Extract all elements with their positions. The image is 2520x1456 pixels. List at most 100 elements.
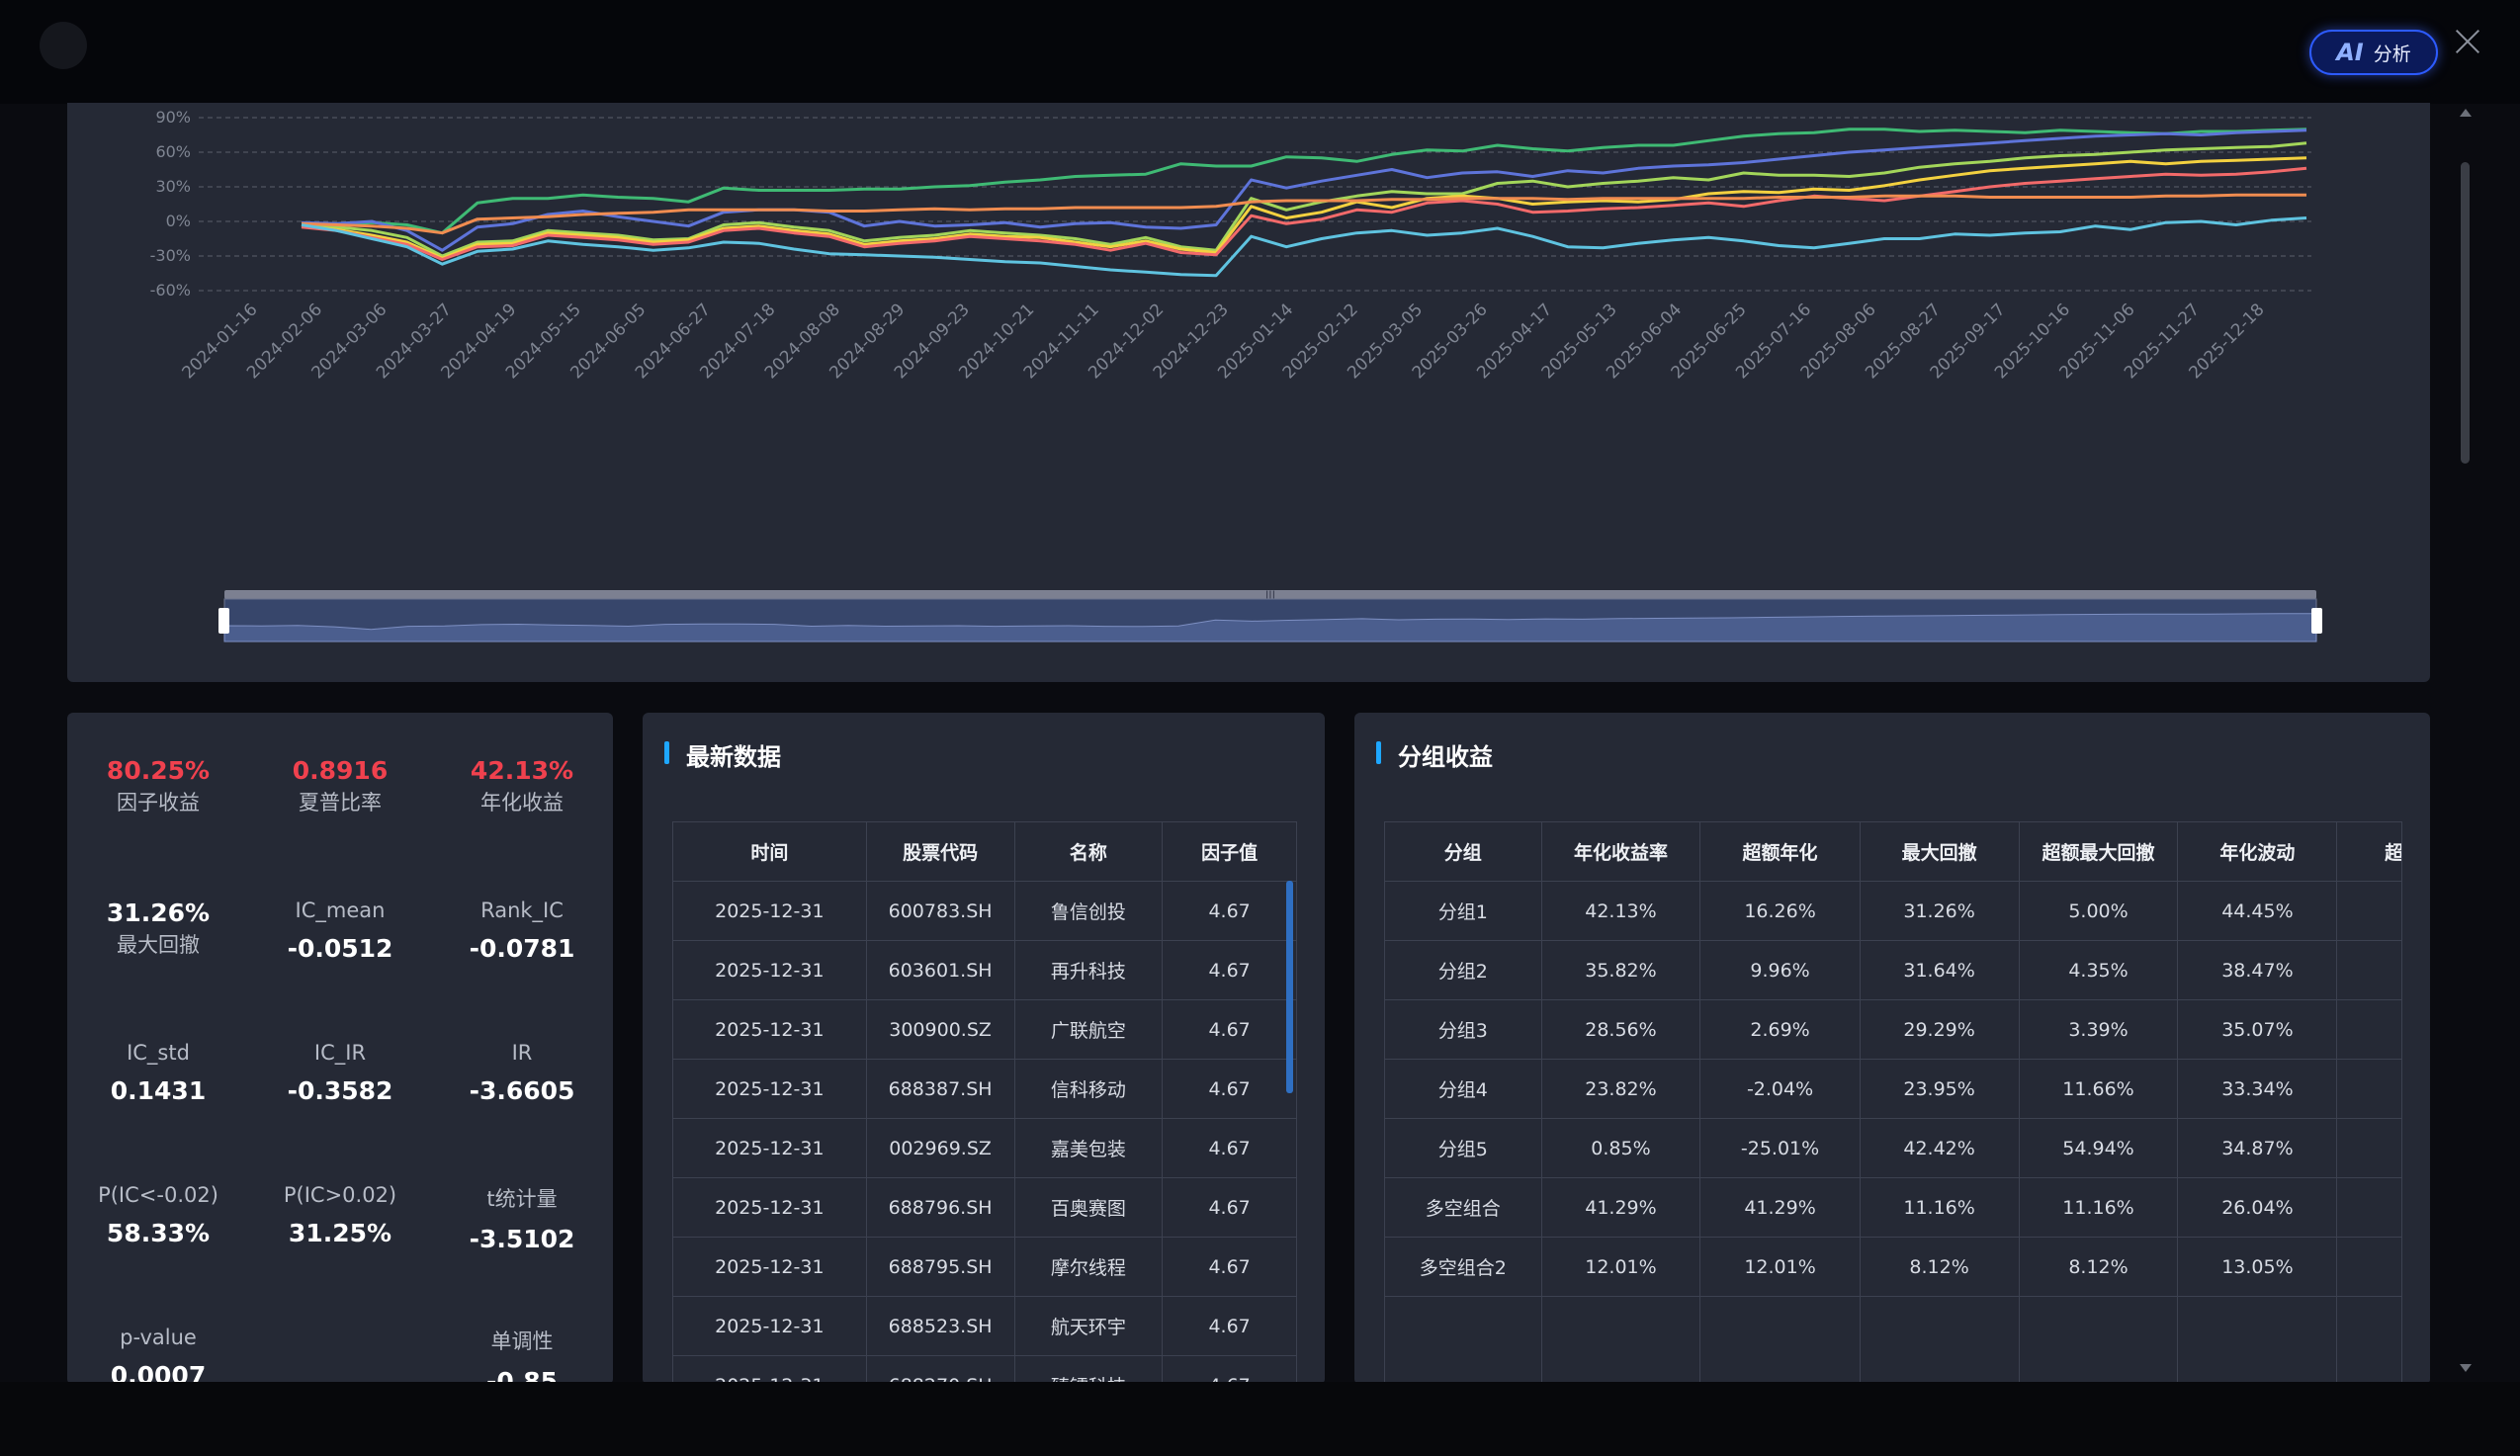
table-cell: 臻镭科技 — [1013, 1355, 1164, 1385]
table-row[interactable]: 2025-12-31688270.SH臻镭科技4.67 — [672, 1355, 1297, 1385]
table-cell: 分组2 — [1384, 940, 1542, 1000]
column-header: 年化收益率 — [1540, 821, 1701, 882]
table-cell: 5.00% — [2018, 881, 2179, 941]
group-returns-title: 分组收益 — [1376, 737, 1493, 772]
latest-data-panel: 最新数据 时间 股票代码 名称 因子值 2025-12-31 600783.SH 鲁信创投… — [643, 713, 1325, 1385]
column-header: 年化波动 — [2177, 821, 2338, 882]
table-cell: 603601.SH — [865, 940, 1015, 1000]
metric-value: -0.3582 — [287, 1076, 393, 1105]
metric-label: Rank_IC — [480, 899, 564, 922]
modal-scrollbar[interactable] — [2458, 103, 2474, 1384]
zoom-left-handle[interactable] — [218, 608, 229, 634]
table-cell: 29.29% — [1859, 999, 2020, 1060]
table-row[interactable]: 2025-12-31 300900.SZ 广联航空 4.67 — [672, 999, 1297, 1060]
latest-table-scrollbar[interactable] — [1286, 881, 1293, 1093]
y-tick-label: 90% — [155, 108, 191, 127]
table-cell: 2025-12-31 — [672, 940, 867, 1000]
table-cell: 11.16% — [2018, 1177, 2179, 1238]
table-row[interactable]: 2025-12-31 688523.SH 航天环宇 4.67 — [672, 1296, 1297, 1356]
metric-value: 80.25% — [106, 756, 211, 785]
table-cell: 分组4 — [1384, 1059, 1542, 1119]
scroll-down-icon[interactable] — [2460, 1364, 2472, 1372]
table-cell: 0.85% — [1540, 1118, 1701, 1178]
table-cell: 42.13% — [1540, 881, 1701, 941]
metric-value: -3.6605 — [469, 1076, 575, 1105]
series-line — [301, 141, 2307, 258]
table-cell: 688796.SH — [865, 1177, 1015, 1238]
table-row[interactable]: 分组5 0.85% -25.01% 42.42% 54.94% 34.87% — [1384, 1118, 2430, 1178]
table-row[interactable]: 2025-12-31 600783.SH 鲁信创投 4.67 — [672, 881, 1297, 941]
table-cell: 688523.SH — [865, 1296, 1015, 1356]
table-row[interactable]: 2025-12-31 688795.SH 摩尔线程 4.67 — [672, 1237, 1297, 1297]
table-cell: 300900.SZ — [865, 999, 1015, 1060]
column-header: 因子值 — [1162, 821, 1297, 882]
table-row[interactable]: 2025-12-31 603601.SH 再升科技 4.67 — [672, 940, 1297, 1000]
table-cell: 31.64% — [1859, 940, 2020, 1000]
table-cell: 嘉美包装 — [1013, 1118, 1164, 1178]
metric-value: 0.0007 — [110, 1361, 207, 1385]
table-cell: 信科移动 — [1013, 1059, 1164, 1119]
column-header: 股票代码 — [865, 821, 1015, 882]
metric-max-drawdown: 31.26% 最大回撤 — [67, 899, 249, 959]
table-row[interactable]: 2025-12-31 688387.SH 信科移动 4.67 — [672, 1059, 1297, 1119]
table-cell — [1540, 1296, 1701, 1385]
modal-scrollbar-thumb[interactable] — [2461, 162, 2470, 464]
zoom-handle-bar — [224, 590, 2316, 599]
table-cell: 4.67 — [1162, 1177, 1297, 1238]
metric-label: P(IC<-0.02) — [98, 1183, 218, 1207]
column-header: 分组 — [1384, 821, 1542, 882]
modal-header — [0, 0, 2520, 104]
metric-value: 0.1431 — [110, 1076, 207, 1105]
group-returns-panel: 分组收益 分组 年化收益率 超额年化 最大回撤 超额最大回撤 年化波动超 分组1 42.13… — [1354, 713, 2430, 1385]
y-tick-label: 0% — [166, 212, 191, 230]
table-cell: 摩尔线程 — [1013, 1237, 1164, 1297]
table-cell: 分组5 — [1384, 1118, 1542, 1178]
metric-label: IC_mean — [295, 899, 386, 922]
series-line — [301, 156, 2307, 260]
metric-sharpe: 0.8916 夏普比率 — [249, 756, 431, 816]
table-row[interactable]: 多空组合 41.29% 41.29% 11.16% 11.16% 26.04% — [1384, 1177, 2430, 1238]
table-cell: 2025-12-31 — [672, 1177, 867, 1238]
table-cell: 航天环宇 — [1013, 1296, 1164, 1356]
series-line — [301, 193, 2306, 235]
table-clip-edge — [2402, 821, 2430, 1385]
table-cell: 4.67 — [1162, 1237, 1297, 1297]
table-cell: -2.04% — [1699, 1059, 1861, 1119]
close-icon[interactable] — [2450, 24, 2485, 59]
table-cell: 26.04% — [2177, 1177, 2338, 1238]
table-row[interactable]: 2025-12-31 688796.SH 百奥赛图 4.67 — [672, 1177, 1297, 1238]
metric-label: 单调性 — [490, 1329, 554, 1353]
metric-value: 58.33% — [106, 1219, 211, 1247]
table-cell: 4.35% — [2018, 940, 2179, 1000]
metric-p-ic-pos: P(IC>0.02) 31.25% — [249, 1181, 431, 1247]
table-cell: 4.67 — [1162, 1059, 1297, 1119]
table-row[interactable]: 分组4 23.82% -2.04% 23.95% 11.66% 33.34% — [1384, 1059, 2430, 1119]
table-cell: 4.67 — [1162, 881, 1297, 941]
scroll-up-icon[interactable] — [2460, 109, 2472, 117]
metric-monotonic: 单调性 -0.85 — [431, 1324, 613, 1385]
y-tick-label: -30% — [150, 246, 191, 265]
ai-analysis-button[interactable]: AI 分析 — [2309, 30, 2438, 75]
table-row[interactable]: 2025-12-31 002969.SZ 嘉美包装 4.67 — [672, 1118, 1297, 1178]
app-logo-icon — [40, 22, 87, 69]
table-cell: 8.12% — [1859, 1237, 2020, 1297]
table-cell: 12.01% — [1699, 1237, 1861, 1297]
metric-p-value: p-value 0.0007 — [67, 1324, 249, 1385]
table-row[interactable]: 分组1 42.13% 16.26% 31.26% 5.00% 44.45% — [1384, 881, 2430, 941]
latest-data-table: 时间 股票代码 名称 因子值 2025-12-31 600783.SH 鲁信创投 4.67 2… — [672, 821, 1297, 1385]
table-cell — [2018, 1296, 2179, 1385]
table-row[interactable]: 多空组合2 12.01% 12.01% 8.12% 8.12% 13.05% — [1384, 1237, 2430, 1297]
metric-value: -0.0781 — [469, 934, 575, 963]
table-cell: 2025-12-31 — [672, 999, 867, 1060]
table-cell: -25.01% — [1699, 1118, 1861, 1178]
table-cell: 41.29% — [1699, 1177, 1861, 1238]
table-row[interactable]: 分组2 35.82% 9.96% 31.64% 4.35% 38.47% — [1384, 940, 2430, 1000]
table-cell: 2025-12-31 — [672, 1296, 867, 1356]
metric-value: -0.85 — [485, 1367, 559, 1385]
metric-label: IC_IR — [313, 1041, 367, 1065]
zoom-right-handle[interactable] — [2311, 608, 2322, 634]
table-cell: 688795.SH — [865, 1237, 1015, 1297]
table-row[interactable]: 分组3 28.56% 2.69% 29.29% 3.39% 35.07% — [1384, 999, 2430, 1060]
metric-label: 年化收益 — [480, 791, 564, 814]
